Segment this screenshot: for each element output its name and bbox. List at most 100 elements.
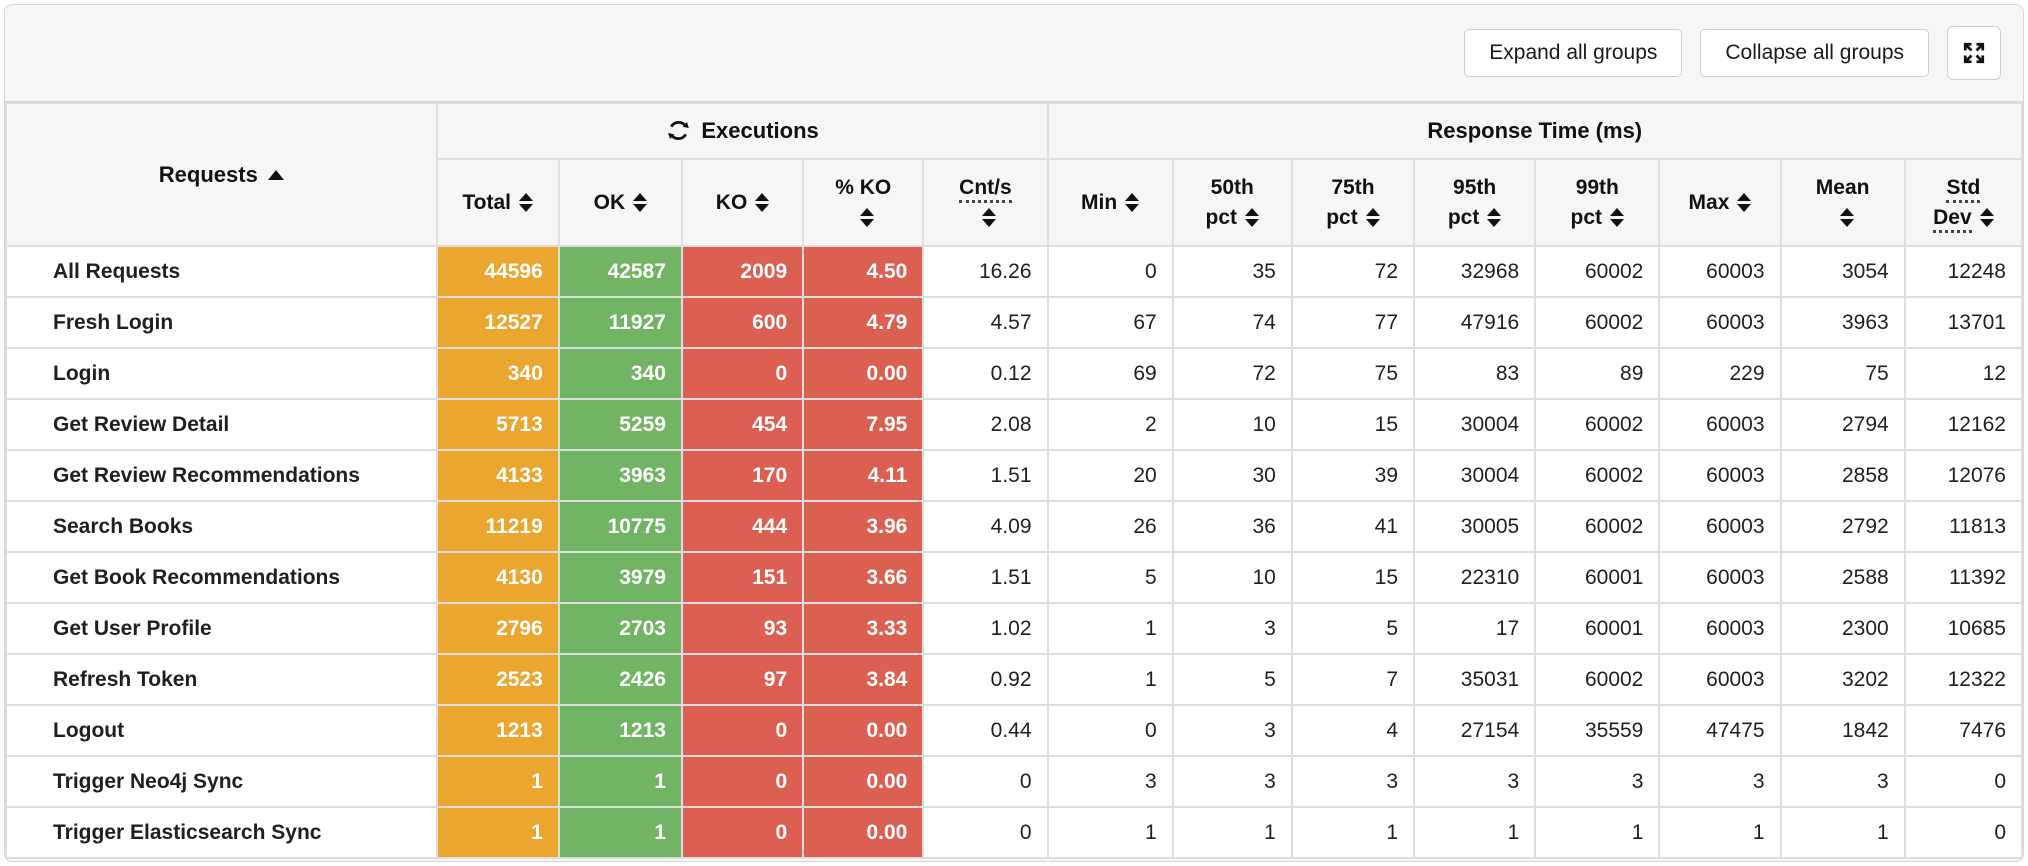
cell-ko: 151 [680, 551, 805, 604]
request-name[interactable]: Get Review Recommendations [5, 449, 438, 502]
fullscreen-button[interactable] [1947, 26, 2001, 80]
cell-max: 60003 [1658, 245, 1782, 298]
col-header-ko[interactable]: KO [680, 158, 805, 247]
cell-pct75: 39 [1290, 449, 1416, 502]
cell-cnt_s: 0 [922, 806, 1049, 859]
col-header-pct50[interactable]: 50th pct [1171, 158, 1293, 247]
cell-min: 26 [1046, 500, 1174, 553]
cell-mean: 2794 [1779, 398, 1906, 451]
cell-pct_ko: 0.00 [802, 347, 925, 400]
request-name[interactable]: Trigger Neo4j Sync [5, 755, 438, 808]
sort-ascending-icon [267, 170, 284, 181]
col-header-std_dev[interactable]: Std Dev [1903, 158, 2023, 247]
expand-all-groups-button[interactable]: Expand all groups [1464, 29, 1683, 77]
column-label: OK [593, 190, 626, 214]
col-header-cnt_s[interactable]: Cnt/s [922, 158, 1049, 247]
request-name[interactable]: Get Book Recommendations [5, 551, 438, 604]
column-label: pct [1326, 205, 1358, 229]
cell-std_dev: 12162 [1903, 398, 2023, 451]
cell-pct95: 3 [1413, 755, 1537, 808]
cell-ok: 1213 [557, 704, 683, 757]
cell-cnt_s: 16.26 [922, 245, 1049, 298]
cell-pct95: 47916 [1413, 296, 1537, 349]
group-header-response-time: Response Time (ms) [1046, 102, 2023, 160]
cell-cnt_s: 0 [922, 755, 1049, 808]
cell-mean: 1 [1779, 806, 1906, 859]
col-header-mean[interactable]: Mean [1779, 158, 1906, 247]
request-name[interactable]: Fresh Login [5, 296, 438, 349]
col-header-ok[interactable]: OK [557, 158, 683, 247]
cell-pct99: 60002 [1534, 500, 1661, 553]
sort-icon [860, 208, 875, 228]
col-header-total[interactable]: Total [435, 158, 560, 247]
col-header-requests[interactable]: Requests [5, 102, 438, 247]
col-header-pct95[interactable]: 95th pct [1413, 158, 1537, 247]
sort-icon [755, 193, 770, 213]
col-header-pct99[interactable]: 99th pct [1534, 158, 1661, 247]
col-header-max[interactable]: Max [1658, 158, 1782, 247]
cell-mean: 3 [1779, 755, 1906, 808]
table-row: Logout 1213 1213 0 0.00 0.44 0 3 4 27154 35559 4747… [5, 704, 2023, 757]
cell-pct75: 3 [1290, 755, 1416, 808]
request-name[interactable]: Login [5, 347, 438, 400]
column-label: Cnt/s [959, 175, 1012, 203]
sort-icon [1487, 208, 1502, 228]
executions-header-label: Executions [701, 118, 819, 144]
request-name[interactable]: Search Books [5, 500, 438, 553]
column-label: pct [1570, 205, 1603, 229]
col-header-pct_ko[interactable]: % KO [802, 158, 925, 247]
sort-icon [1839, 208, 1854, 228]
cell-ok: 1 [557, 755, 683, 808]
cell-std_dev: 12322 [1903, 653, 2023, 706]
column-label: pct [1205, 205, 1238, 229]
cell-total: 340 [435, 347, 560, 400]
cell-std_dev: 7476 [1903, 704, 2023, 757]
request-name[interactable]: Trigger Elasticsearch Sync [5, 806, 438, 859]
cell-pct_ko: 3.96 [802, 500, 925, 553]
cell-max: 229 [1658, 347, 1782, 400]
cell-ko: 0 [680, 806, 805, 859]
sort-icon [519, 193, 534, 213]
cell-total: 11219 [435, 500, 560, 553]
cell-pct_ko: 0.00 [802, 704, 925, 757]
cell-total: 4130 [435, 551, 560, 604]
cell-pct75: 72 [1290, 245, 1416, 298]
cell-pct99: 60002 [1534, 398, 1661, 451]
cell-cnt_s: 0.44 [922, 704, 1049, 757]
cell-total: 2523 [435, 653, 560, 706]
cell-ok: 2703 [557, 602, 683, 655]
col-header-min[interactable]: Min [1046, 158, 1174, 247]
column-label: 75th [1331, 175, 1375, 199]
cell-pct50: 10 [1171, 398, 1293, 451]
cell-std_dev: 12 [1903, 347, 2023, 400]
col-header-pct75[interactable]: 75th pct [1290, 158, 1416, 247]
cell-ok: 3979 [557, 551, 683, 604]
cell-pct_ko: 7.95 [802, 398, 925, 451]
requests-header-label: Requests [158, 162, 258, 188]
cell-pct95: 27154 [1413, 704, 1537, 757]
cell-min: 1 [1046, 806, 1174, 859]
cell-pct95: 17 [1413, 602, 1537, 655]
collapse-all-groups-button[interactable]: Collapse all groups [1700, 29, 1929, 77]
request-name[interactable]: Get User Profile [5, 602, 438, 655]
column-label: Total [462, 190, 512, 214]
cell-mean: 2588 [1779, 551, 1906, 604]
request-name[interactable]: Get Review Detail [5, 398, 438, 451]
cell-pct75: 15 [1290, 551, 1416, 604]
cell-std_dev: 11813 [1903, 500, 2023, 553]
cell-mean: 2300 [1779, 602, 1906, 655]
cell-cnt_s: 4.09 [922, 500, 1049, 553]
request-name[interactable]: Logout [5, 704, 438, 757]
sort-icon [1737, 193, 1752, 213]
cell-ok: 2426 [557, 653, 683, 706]
request-name[interactable]: All Requests [5, 245, 438, 298]
cell-ok: 340 [557, 347, 683, 400]
cell-pct95: 1 [1413, 806, 1537, 859]
cell-ko: 2009 [680, 245, 805, 298]
cell-min: 20 [1046, 449, 1174, 502]
sort-icon [1365, 208, 1380, 228]
cell-pct99: 3 [1534, 755, 1661, 808]
request-name[interactable]: Refresh Token [5, 653, 438, 706]
cell-pct50: 72 [1171, 347, 1293, 400]
cell-pct99: 60002 [1534, 653, 1661, 706]
